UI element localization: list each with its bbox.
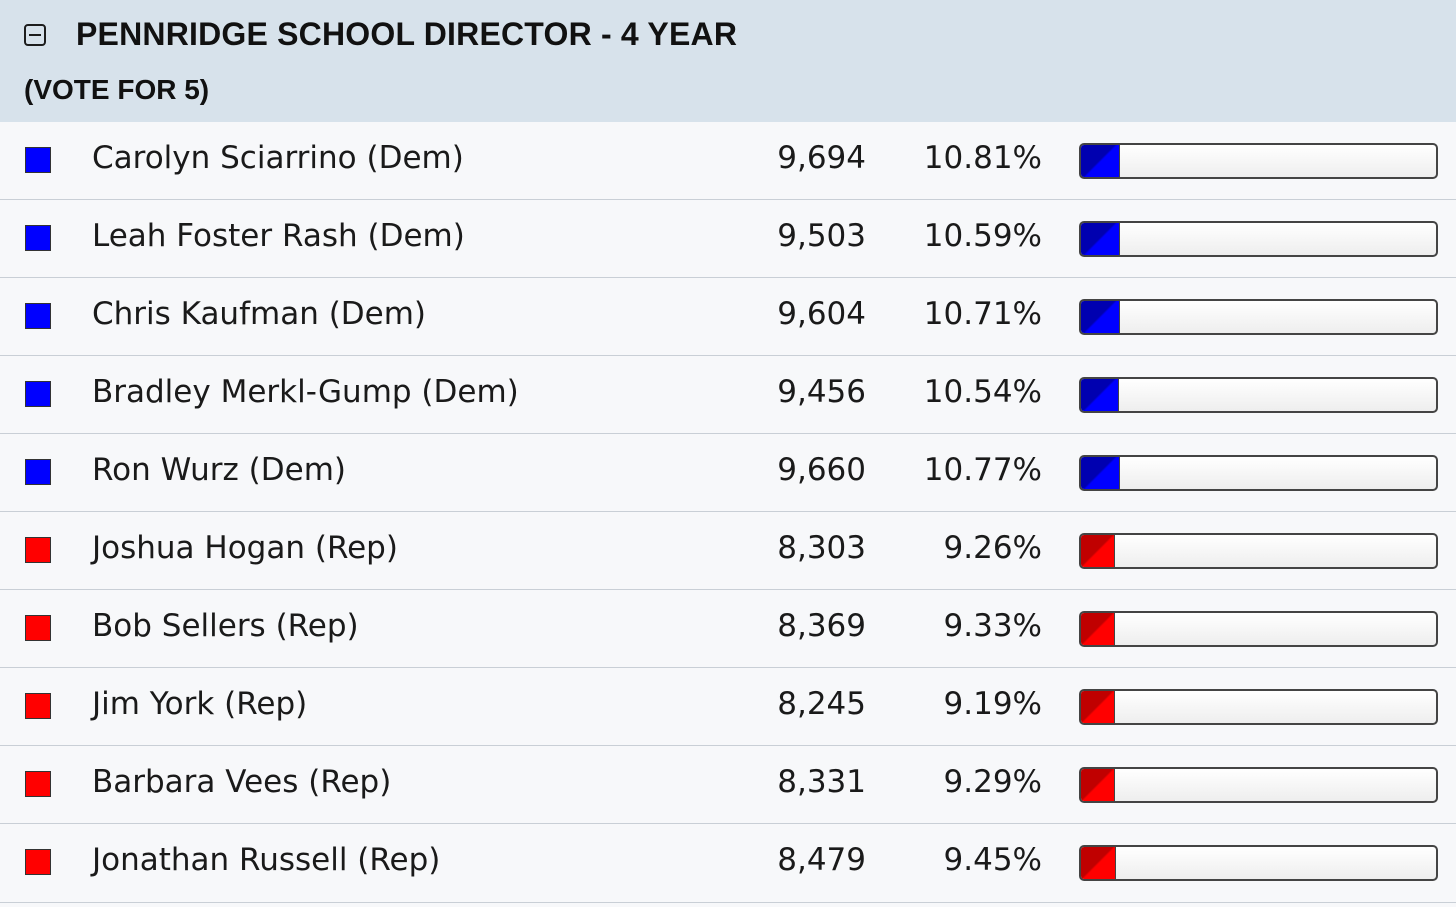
- candidate-name: Leah Foster Rash (Dem): [92, 218, 465, 254]
- vote-count: 9,694: [777, 140, 866, 176]
- candidate-name: Barbara Vees (Rep): [92, 764, 392, 800]
- vote-count: 9,456: [777, 374, 866, 410]
- candidate-name: Bradley Merkl-Gump (Dem): [92, 374, 519, 410]
- party-color-swatch: [25, 459, 51, 485]
- vote-count: 8,245: [777, 686, 866, 722]
- vote-percent: 9.33%: [943, 608, 1042, 644]
- candidate-name: Joshua Hogan (Rep): [92, 530, 398, 566]
- vote-share-bar: [1079, 533, 1438, 569]
- candidate-name: Jonathan Russell (Rep): [92, 842, 441, 878]
- candidate-row: Leah Foster Rash (Dem) 9,503 10.59%: [0, 200, 1456, 278]
- candidate-name: Bob Sellers (Rep): [92, 608, 359, 644]
- candidate-row: Jonathan Russell (Rep) 8,479 9.45%: [0, 824, 1456, 903]
- candidate-name: Ron Wurz (Dem): [92, 452, 347, 488]
- party-color-swatch: [25, 303, 51, 329]
- vote-for-label: (VOTE FOR 5): [24, 74, 210, 105]
- vote-percent: 10.77%: [923, 452, 1042, 488]
- vote-count: 8,331: [777, 764, 866, 800]
- vote-count: 8,303: [777, 530, 866, 566]
- contest-header: PENNRIDGE SCHOOL DIRECTOR - 4 YEAR (VOTE…: [0, 0, 1456, 122]
- vote-share-bar-fill: [1081, 691, 1115, 723]
- vote-share-bar-fill: [1081, 847, 1116, 879]
- party-color-swatch: [25, 225, 51, 251]
- candidate-row: Barbara Vees (Rep) 8,331 9.29%: [0, 746, 1456, 824]
- candidate-row: Carolyn Sciarrino (Dem) 9,694 10.81%: [0, 122, 1456, 200]
- candidate-row: Joshua Hogan (Rep) 8,303 9.26%: [0, 512, 1456, 590]
- vote-share-bar-fill: [1081, 769, 1115, 801]
- vote-percent: 10.54%: [923, 374, 1042, 410]
- party-color-swatch: [25, 147, 51, 173]
- candidate-name: Chris Kaufman (Dem): [92, 296, 427, 332]
- party-color-swatch: [25, 615, 51, 641]
- vote-share-bar: [1079, 845, 1438, 881]
- vote-percent: 10.59%: [923, 218, 1042, 254]
- vote-share-bar: [1079, 689, 1438, 725]
- vote-count: 8,479: [777, 842, 866, 878]
- vote-share-bar-fill: [1081, 457, 1120, 489]
- candidate-name: Carolyn Sciarrino (Dem): [92, 140, 464, 176]
- vote-percent: 10.71%: [923, 296, 1042, 332]
- candidate-row: Jim York (Rep) 8,245 9.19%: [0, 668, 1456, 746]
- vote-percent: 9.19%: [943, 686, 1042, 722]
- vote-percent: 10.81%: [923, 140, 1042, 176]
- contest-title: PENNRIDGE SCHOOL DIRECTOR - 4 YEAR: [76, 16, 738, 52]
- vote-share-bar-fill: [1081, 379, 1119, 411]
- vote-count: 8,369: [777, 608, 866, 644]
- vote-share-bar: [1079, 611, 1438, 647]
- vote-share-bar-fill: [1081, 613, 1115, 645]
- candidate-row: Chris Kaufman (Dem) 9,604 10.71%: [0, 278, 1456, 356]
- vote-share-bar-fill: [1081, 301, 1120, 333]
- vote-percent: 9.29%: [943, 764, 1042, 800]
- party-color-swatch: [25, 771, 51, 797]
- vote-share-bar-fill: [1081, 223, 1120, 255]
- candidate-row: Bob Sellers (Rep) 8,369 9.33%: [0, 590, 1456, 668]
- party-color-swatch: [25, 537, 51, 563]
- vote-share-bar: [1079, 377, 1438, 413]
- vote-share-bar: [1079, 767, 1438, 803]
- vote-share-bar-fill: [1081, 145, 1120, 177]
- party-color-swatch: [25, 693, 51, 719]
- vote-share-bar-fill: [1081, 535, 1115, 567]
- vote-count: 9,660: [777, 452, 866, 488]
- vote-share-bar: [1079, 143, 1438, 179]
- candidate-row: Ron Wurz (Dem) 9,660 10.77%: [0, 434, 1456, 512]
- vote-count: 9,604: [777, 296, 866, 332]
- candidate-list: Carolyn Sciarrino (Dem) 9,694 10.81% Leah F…: [0, 122, 1456, 903]
- minus-square-icon[interactable]: [24, 24, 46, 46]
- vote-share-bar: [1079, 455, 1438, 491]
- vote-percent: 9.26%: [943, 530, 1042, 566]
- party-color-swatch: [25, 381, 51, 407]
- vote-percent: 9.45%: [943, 842, 1042, 878]
- candidate-name: Jim York (Rep): [92, 686, 308, 722]
- party-color-swatch: [25, 849, 51, 875]
- vote-count: 9,503: [777, 218, 866, 254]
- vote-share-bar: [1079, 299, 1438, 335]
- vote-share-bar: [1079, 221, 1438, 257]
- candidate-row: Bradley Merkl-Gump (Dem) 9,456 10.54%: [0, 356, 1456, 434]
